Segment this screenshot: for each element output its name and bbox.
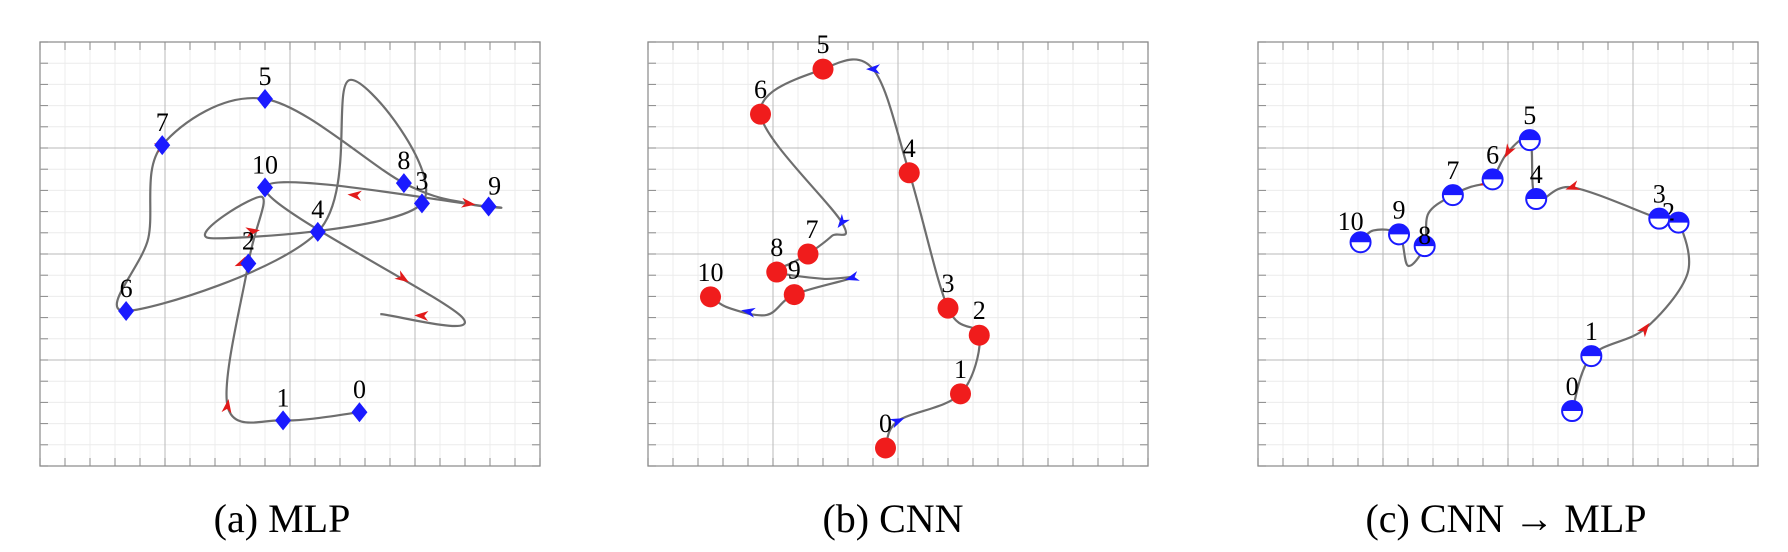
half-filled-circle-marker <box>1388 223 1411 246</box>
direction-arrow <box>1504 143 1516 159</box>
circle-marker <box>875 437 896 459</box>
direction-arrow <box>394 270 409 283</box>
point-label: 6 <box>754 75 767 104</box>
point-label: 4 <box>903 134 916 163</box>
point-label: 1 <box>277 383 290 412</box>
ticks <box>1257 41 1759 467</box>
half-filled-circle-marker <box>1580 345 1603 368</box>
point-label: 7 <box>1446 156 1459 185</box>
direction-arrow <box>889 418 905 429</box>
diamond-marker <box>257 88 273 109</box>
circle-marker <box>797 243 819 265</box>
half-filled-circle-marker <box>1561 400 1584 423</box>
point-label: 6 <box>1486 140 1499 169</box>
diamond-marker <box>240 253 257 274</box>
point-label: 8 <box>397 146 410 175</box>
direction-arrow <box>845 271 860 281</box>
circle-marker <box>750 103 771 125</box>
point-label: 9 <box>488 172 501 201</box>
point-label: 4 <box>1530 160 1543 189</box>
direction-arrow <box>837 213 850 229</box>
circle-marker <box>812 58 834 80</box>
half-filled-circle-marker <box>1441 184 1464 207</box>
point-label: 10 <box>1338 207 1364 236</box>
half-filled-circle-marker <box>1518 129 1541 152</box>
direction-arrow <box>221 398 232 414</box>
circle-marker <box>937 297 959 319</box>
caption-a: (a) MLP <box>214 496 351 541</box>
point-label: 0 <box>353 375 366 404</box>
point-label: 7 <box>156 108 169 137</box>
circle-marker <box>968 324 990 346</box>
point-label: 5 <box>259 62 272 91</box>
half-filled-circle-marker <box>1525 188 1548 211</box>
half-filled-circle-marker <box>1648 207 1671 230</box>
point-label: 1 <box>954 355 967 384</box>
half-filled-circle-marker <box>1349 231 1372 254</box>
direction-arrow <box>245 227 260 238</box>
diamond-marker <box>154 135 171 156</box>
circle-marker <box>766 261 788 283</box>
point-label: 2 <box>973 296 986 325</box>
diamond-marker <box>275 410 292 431</box>
point-label: 10 <box>252 151 278 180</box>
point-label: 2 <box>242 226 255 255</box>
panel-a: 0 1 2 3 4 5 6 7 8 9 10 <box>39 41 541 467</box>
point-label: 0 <box>1566 372 1579 401</box>
point-label: 1 <box>1585 317 1598 346</box>
points: 0 1 2 3 4 5 6 7 8 9 10 <box>118 62 501 431</box>
direction-arrow <box>347 190 362 201</box>
point-label: 5 <box>817 30 830 59</box>
point-label: 3 <box>942 269 955 298</box>
diamond-marker <box>309 221 326 242</box>
ticks <box>39 41 541 467</box>
diamond-marker <box>351 402 368 423</box>
point-label: 3 <box>415 166 428 195</box>
point-label: 8 <box>770 233 783 262</box>
point-label: 7 <box>806 215 819 244</box>
direction-arrow <box>741 307 756 318</box>
direction-arrow <box>1636 323 1650 338</box>
caption-b: (b) CNN <box>822 496 963 541</box>
diamond-marker <box>395 173 412 194</box>
major-grid <box>648 42 1148 466</box>
circle-marker <box>783 284 805 306</box>
point-label: 9 <box>788 256 801 285</box>
direction-arrow <box>460 197 476 208</box>
ticks <box>647 41 1149 467</box>
point-label: 0 <box>879 409 892 438</box>
point-label: 10 <box>698 258 724 287</box>
direction-arrow <box>414 310 429 321</box>
point-label: 4 <box>311 195 324 224</box>
circle-marker <box>700 286 721 308</box>
caption-c: (c) CNN → MLP <box>1365 496 1646 541</box>
direction-arrow <box>1565 180 1581 190</box>
point-label: 5 <box>1523 101 1536 130</box>
point-label: 9 <box>1393 195 1406 224</box>
point-label: 6 <box>120 274 133 303</box>
diamond-marker <box>257 177 273 198</box>
half-filled-circle-marker <box>1413 235 1436 258</box>
direction-arrow <box>866 64 880 75</box>
diamond-marker <box>480 196 497 217</box>
circle-marker <box>898 162 920 184</box>
trajectory-curve <box>1359 136 1691 412</box>
diamond-marker <box>118 300 135 321</box>
diamond-marker <box>413 193 430 214</box>
half-filled-circle-marker <box>1481 168 1504 191</box>
circle-marker <box>950 383 971 405</box>
point-label: 8 <box>1418 221 1431 250</box>
point-label: 3 <box>1653 180 1666 209</box>
